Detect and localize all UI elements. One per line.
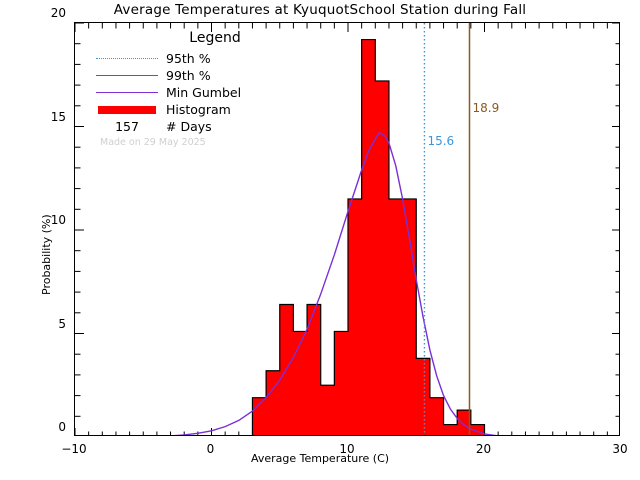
legend-color-box — [98, 105, 156, 114]
gumbel-curve — [173, 131, 497, 435]
legend-item: 99th % — [96, 67, 306, 84]
y-tick-label: 5 — [58, 316, 66, 331]
x-tick-label: 30 — [612, 442, 628, 456]
x-axis-label: Average Temperature (C) — [250, 452, 390, 465]
days-label: # Days — [166, 119, 212, 134]
legend-item-label: 95th % — [166, 51, 211, 66]
p99-annotation: 18.9 — [472, 100, 500, 115]
histogram-bars — [251, 38, 486, 435]
legend-swatch-solid — [96, 87, 158, 99]
legend: Legend 95th % 99th % Min Gumbel Histogram 1… — [96, 30, 306, 148]
days-count: 157 — [115, 119, 139, 134]
p95-annotation: 15.6 — [427, 133, 455, 148]
y-tick-label: 20 — [50, 6, 66, 20]
legend-item-label: 99th % — [166, 68, 211, 83]
legend-heading: Legend — [189, 30, 241, 46]
plot-area — [74, 22, 620, 436]
legend-item: 95th % — [96, 50, 306, 67]
legend-item-label: Min Gumbel — [166, 85, 242, 100]
legend-swatch-box — [96, 104, 158, 116]
chart-title: Average Temperatures at KyuquotSchool St… — [113, 2, 527, 18]
made-on-text: Made on 29 May 2025 — [100, 137, 206, 148]
legend-rows: 95th % 99th % Min Gumbel Histogram — [96, 50, 306, 118]
legend-swatch-solid — [96, 70, 158, 82]
x-tick-label: 0 — [206, 442, 215, 456]
x-tick-label: −10 — [61, 442, 87, 456]
legend-item: Min Gumbel — [96, 84, 306, 101]
y-tick-label: 15 — [50, 109, 66, 124]
legend-color-line — [96, 74, 158, 76]
legend-color-line — [96, 57, 158, 59]
y-tick-label: 0 — [58, 420, 66, 434]
legend-swatch-dotted — [96, 53, 158, 65]
legend-color-line — [96, 91, 158, 93]
x-tick-label: 10 — [339, 442, 355, 456]
legend-item-label: Histogram — [166, 102, 231, 117]
y-tick-label: 10 — [50, 213, 66, 227]
legend-row-days: 157 # Days — [96, 118, 306, 135]
chart-svg — [75, 23, 619, 435]
x-tick-label: 20 — [475, 442, 492, 456]
legend-item: Histogram — [96, 101, 306, 118]
